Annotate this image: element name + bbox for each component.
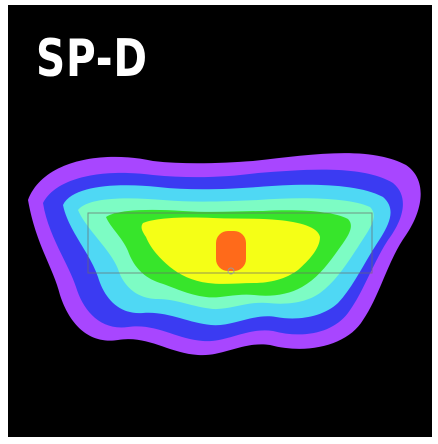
contour-core — [216, 231, 246, 271]
heatmap-panel: SP-D — [8, 5, 432, 437]
roi-outline — [87, 212, 373, 274]
panel-label: SP-D — [36, 29, 148, 89]
roi-marker — [227, 267, 235, 275]
contour-heatmap — [28, 153, 421, 356]
